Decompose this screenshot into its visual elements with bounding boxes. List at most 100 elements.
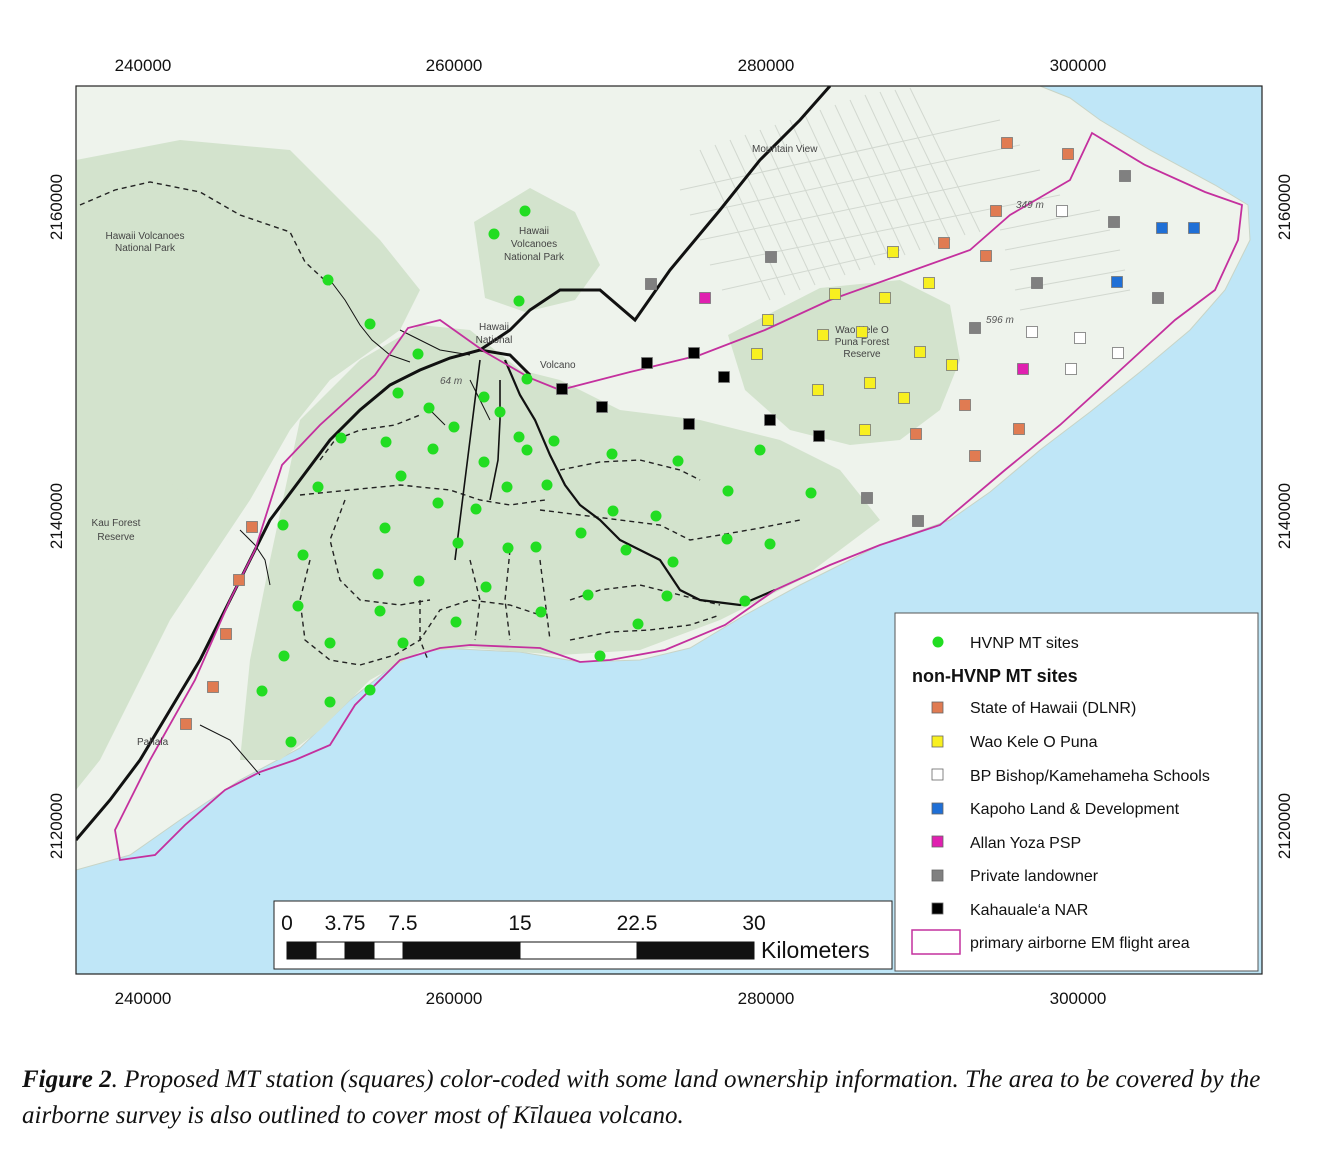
hvnp-mt-site	[519, 205, 531, 217]
mt-site-nar	[718, 371, 730, 383]
place-label: Volcano	[540, 360, 576, 371]
mt-site-private	[912, 515, 924, 527]
map-border	[75, 85, 1263, 975]
hvnp-mt-site	[502, 542, 514, 554]
mt-site-nar	[556, 383, 568, 395]
x-tick-bottom: 280000	[738, 989, 795, 1008]
y-tick-right: 2160000	[1275, 174, 1294, 240]
hvnp-mt-site	[324, 637, 336, 649]
place-label: Mountain View	[752, 144, 818, 155]
scale-tick-label: 15	[508, 912, 531, 935]
hvnp-mt-site	[470, 503, 482, 515]
place-label: Pahala	[137, 737, 169, 748]
hvnp-mt-site	[513, 431, 525, 443]
legend-label-nar: Kahauale‘a NAR	[970, 902, 1088, 919]
mt-site-bishop	[1026, 326, 1038, 338]
hvnp-mt-site	[256, 685, 268, 697]
hvnp-mt-site	[650, 510, 662, 522]
legend-box	[894, 612, 1259, 972]
mt-site-dlnr	[938, 237, 950, 249]
mt-site-dlnr	[1013, 423, 1025, 435]
kau-forest-area	[76, 478, 195, 570]
scale-segment	[315, 941, 346, 960]
scale-segment	[344, 941, 375, 960]
hvnp-mt-site	[530, 541, 542, 553]
hvnp-mt-site	[452, 537, 464, 549]
hvnp-mt-site	[541, 479, 553, 491]
hvnp-mt-site	[606, 448, 618, 460]
place-label: Hawaii	[519, 226, 549, 237]
mt-site-wao	[856, 326, 868, 338]
place-label: National	[476, 335, 513, 346]
scale-tick-label: 30	[742, 912, 765, 935]
hvnp-mt-site	[413, 575, 425, 587]
place-label: National Park	[115, 243, 176, 254]
mt-site-bishop	[1112, 347, 1124, 359]
mt-site-bishop	[1056, 205, 1068, 217]
mt-site-nar	[683, 418, 695, 430]
subdivision-roads	[679, 87, 1131, 311]
mt-site-bishop	[1065, 363, 1077, 375]
scale-bar: 0 3.75 7.5 15 22.5 30 Kilometers	[273, 900, 893, 970]
hvnp-mt-site	[764, 538, 776, 550]
place-label: Reserve	[843, 349, 881, 360]
hvnp-mt-site	[721, 533, 733, 545]
place-label: Reserve	[97, 532, 135, 543]
x-tick-top: 300000	[1050, 56, 1107, 75]
mt-site-wao	[923, 277, 935, 289]
place-label: Hawaii	[479, 322, 509, 333]
legend-symbol-nar	[931, 902, 944, 915]
mt-site-wao	[859, 424, 871, 436]
mt-site-wao	[812, 384, 824, 396]
x-tick-top: 280000	[738, 56, 795, 75]
mt-site-dlnr	[207, 681, 219, 693]
mt-site-private	[1031, 277, 1043, 289]
legend-label-bishop: BP Bishop/Kamehameha Schools	[970, 768, 1210, 785]
hvnp-mt-site	[607, 505, 619, 517]
scale-segment	[636, 941, 755, 960]
legend-symbol-kapoho	[931, 802, 944, 815]
legend-symbol-flight-area	[911, 929, 961, 955]
hvnp-mt-site	[513, 295, 525, 307]
place-label: Volcanoes	[511, 239, 557, 250]
mt-site-kapoho	[1188, 222, 1200, 234]
hvnp-mt-site	[667, 556, 679, 568]
hvnp-mt-site	[594, 650, 606, 662]
mt-site-wao	[829, 288, 841, 300]
mt-site-kapoho	[1111, 276, 1123, 288]
mt-site-private	[765, 251, 777, 263]
place-label: Puna Forest	[835, 337, 890, 348]
legend-heading: non-HVNP MT sites	[912, 666, 1078, 686]
hvnp-mt-site	[478, 391, 490, 403]
secondary-roads	[199, 279, 491, 776]
mt-site-nar	[641, 357, 653, 369]
hvnp-mt-site	[380, 436, 392, 448]
y-tick-right: 2120000	[1275, 793, 1294, 859]
hvnp-mt-site	[322, 274, 334, 286]
legend-label-flight-area: primary airborne EM flight area	[970, 935, 1190, 952]
hvnp-mt-site	[312, 481, 324, 493]
scale-tick-label: 22.5	[617, 912, 658, 935]
legend-symbol-wao	[931, 735, 944, 748]
highways	[76, 86, 832, 841]
elevation-label: 596 m	[986, 315, 1014, 326]
hvnp-mt-site	[548, 435, 560, 447]
mt-site-wao	[762, 314, 774, 326]
legend-label-kapoho: Kapoho Land & Development	[970, 801, 1180, 818]
legend-label-wao: Wao Kele O Puna	[970, 734, 1098, 751]
scale-unit-label: Kilometers	[761, 937, 870, 963]
y-tick-left: 2160000	[47, 174, 66, 240]
mt-site-yoza	[1017, 363, 1029, 375]
trails	[79, 181, 801, 666]
flight-area-boundary	[114, 131, 1243, 862]
x-tick-top: 260000	[426, 56, 483, 75]
mt-site-dlnr	[1062, 148, 1074, 160]
legend-symbol-private	[931, 869, 944, 882]
scale-segment	[286, 941, 317, 960]
hvnp-main-area	[240, 325, 880, 760]
legend-symbol-dlnr	[931, 701, 944, 714]
mt-site-dlnr	[980, 250, 992, 262]
mt-site-private	[969, 322, 981, 334]
hvnp-mt-site	[521, 373, 533, 385]
hvnp-mt-site	[582, 589, 594, 601]
